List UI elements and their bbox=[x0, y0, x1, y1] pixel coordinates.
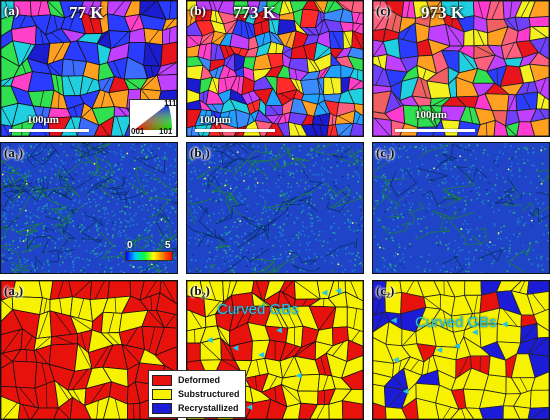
panel-label-b1: (b₁) bbox=[190, 145, 210, 160]
scale-text-b: 100μm bbox=[199, 114, 231, 126]
scale-bar-a bbox=[9, 129, 89, 132]
rex-map-c2 bbox=[373, 281, 549, 419]
scale-text-a: 100μm bbox=[27, 114, 59, 126]
ipf-key-corner-001: 001 bbox=[131, 127, 145, 136]
legend-swatch-deformed bbox=[152, 374, 172, 386]
legend-label-recrystallized: Recrystallized bbox=[178, 403, 239, 413]
panel-label-a1: (a₁) bbox=[4, 145, 24, 160]
panel-a1-kam-map: (a₁) 0 5 bbox=[0, 142, 178, 274]
ipf-grains-c bbox=[373, 1, 549, 136]
panel-b1-kam-map: (b₁) bbox=[186, 142, 364, 274]
panel-c1-kam-map: (c₁) bbox=[372, 142, 550, 274]
legend-swatch-substructured bbox=[152, 388, 172, 400]
panel-label-c1: (c₁) bbox=[376, 145, 395, 160]
panel-c-ipf-map: (c) 973 K 100μm bbox=[372, 0, 550, 137]
panel-b-ipf-map: (b) 773 K 100μm bbox=[186, 0, 364, 137]
curved-gbs-label-b2: Curved GBs bbox=[217, 301, 299, 318]
kam-scale-max: 5 bbox=[165, 240, 171, 251]
temperature-label-a: 77 K bbox=[69, 3, 104, 22]
legend-swatch-recrystallized bbox=[152, 402, 172, 414]
panel-label-c2: (c₂) bbox=[376, 283, 395, 298]
panel-label-b2: (b₂) bbox=[190, 283, 210, 298]
scale-text-c: 100μm bbox=[415, 109, 447, 121]
kam-scale-min: 0 bbox=[127, 240, 133, 251]
scale-bar-b bbox=[195, 129, 275, 132]
legend-label-substructured: Substructured bbox=[178, 389, 240, 399]
temperature-label-c: 973 K bbox=[421, 3, 464, 22]
ipf-key-corner-101: 101 bbox=[159, 127, 173, 136]
ipf-grains-b bbox=[187, 1, 363, 136]
legend-item-deformed: Deformed bbox=[152, 373, 240, 387]
kam-color-bar bbox=[125, 251, 173, 261]
recrystallization-legend: Deformed Substructured Recrystallized bbox=[148, 370, 246, 418]
temperature-label-b: 773 K bbox=[233, 3, 276, 22]
kam-map-b1 bbox=[187, 143, 363, 273]
panel-label-c: (c) bbox=[376, 3, 391, 18]
panel-b2-recrystallization-map: (b₂) Curved GBs bbox=[186, 280, 364, 420]
rex-map-b2 bbox=[187, 281, 363, 419]
legend-label-deformed: Deformed bbox=[178, 375, 221, 385]
panel-label-a2: (a₂) bbox=[4, 283, 24, 298]
kam-map-c1 bbox=[373, 143, 549, 273]
ipf-triangle-icon bbox=[134, 104, 172, 130]
legend-item-substructured: Substructured bbox=[152, 387, 240, 401]
ipf-key-corner-111: 111 bbox=[164, 99, 177, 108]
scale-bar-c bbox=[395, 129, 475, 132]
panel-a-ipf-map: (a) 77 K 100μm 001 101 111 bbox=[0, 0, 178, 137]
legend-item-recrystallized: Recrystallized bbox=[152, 401, 240, 415]
panel-c2-recrystallization-map: (c₂) Curved GBs bbox=[372, 280, 550, 420]
panel-label-a: (a) bbox=[4, 3, 20, 18]
ipf-color-key: 001 101 111 bbox=[129, 99, 177, 136]
panel-label-b: (b) bbox=[190, 3, 206, 18]
curved-gbs-label-c2: Curved GBs bbox=[415, 314, 497, 331]
